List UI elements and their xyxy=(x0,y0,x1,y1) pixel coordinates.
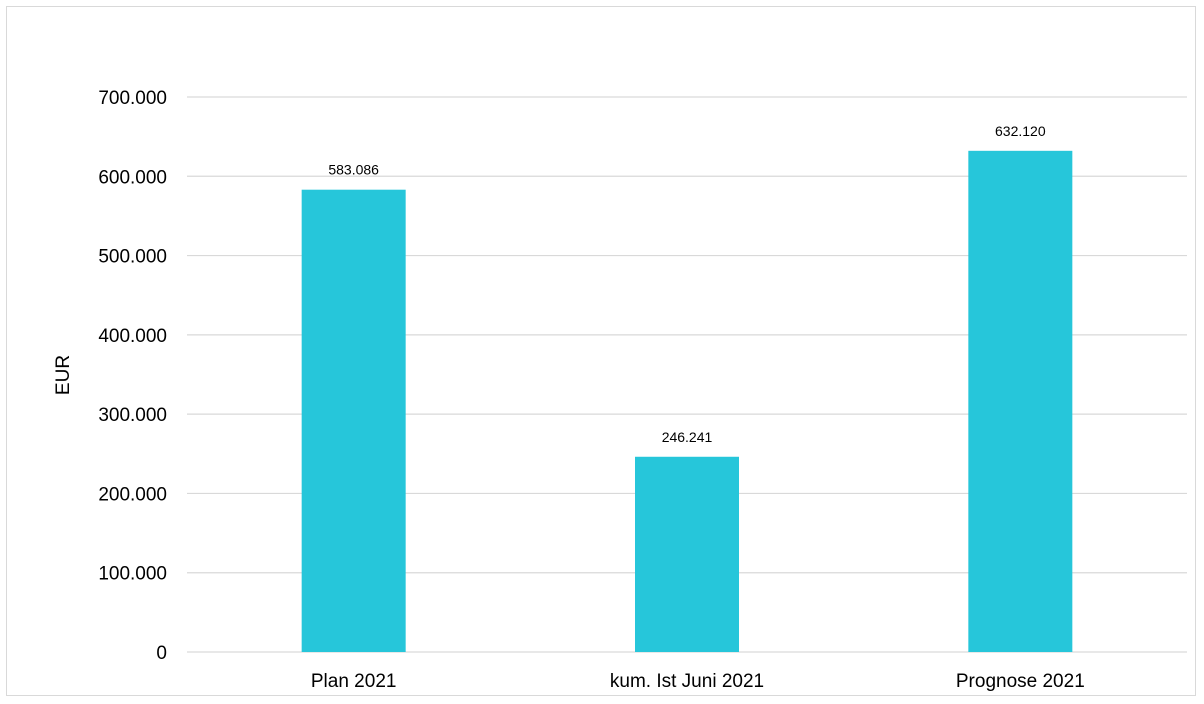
bar-chart: 0 100.000 200.000 300.000 400.000 500.000 600.… xyxy=(53,88,1187,692)
x-category-label: Prognose 2021 xyxy=(956,671,1085,692)
y-tick-label: 400.000 xyxy=(98,326,167,347)
y-tick-label: 700.000 xyxy=(98,88,167,109)
y-axis-ticks: 0 100.000 200.000 300.000 400.000 500.000 600.… xyxy=(98,88,167,664)
y-axis-title: EUR xyxy=(53,355,74,395)
data-labels: 583.086 246.241 632.120 xyxy=(328,123,1045,445)
data-label: 246.241 xyxy=(662,429,713,445)
bar xyxy=(968,150,1073,652)
y-tick-label: 0 xyxy=(156,643,167,664)
data-label: 632.120 xyxy=(995,123,1046,139)
y-tick-label: 100.000 xyxy=(98,564,167,585)
chart-frame: 0 100.000 200.000 300.000 400.000 500.000 600.… xyxy=(6,6,1196,696)
bars xyxy=(301,150,1073,652)
x-axis-labels: Plan 2021 kum. Ist Juni 2021 Prognose 2021 xyxy=(311,671,1085,692)
bar xyxy=(635,456,739,652)
y-tick-label: 500.000 xyxy=(98,247,167,268)
y-tick-label: 600.000 xyxy=(98,167,167,188)
y-tick-label: 200.000 xyxy=(98,484,167,505)
x-category-label: kum. Ist Juni 2021 xyxy=(610,671,764,692)
y-tick-label: 300.000 xyxy=(98,405,167,426)
data-label: 583.086 xyxy=(328,162,379,178)
x-category-label: Plan 2021 xyxy=(311,671,397,692)
bar xyxy=(301,189,406,652)
